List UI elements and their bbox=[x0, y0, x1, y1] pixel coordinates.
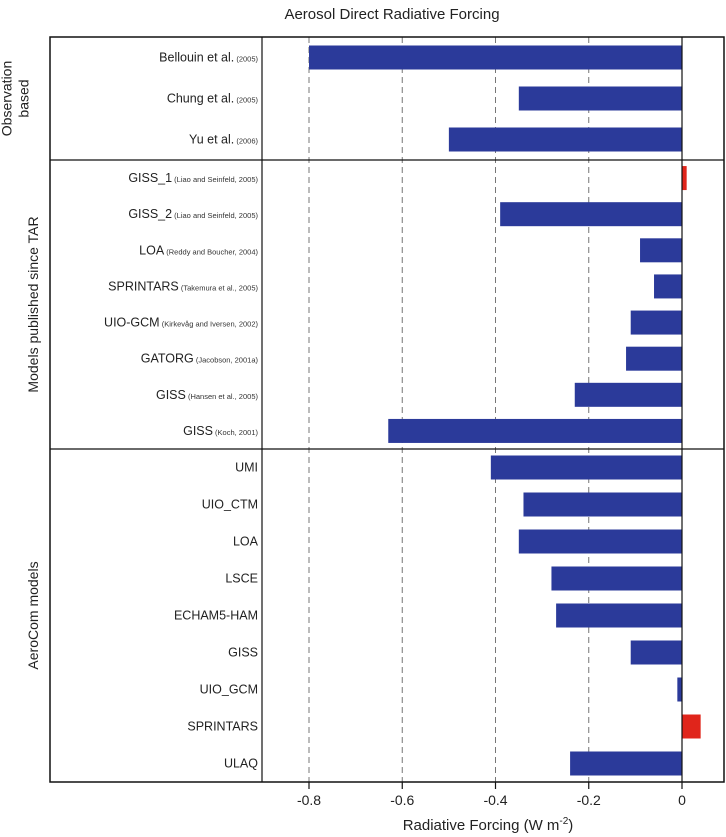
category-label-name: GISS bbox=[228, 646, 258, 660]
category-label: GISS_2 (Liao and Seinfeld, 2005) bbox=[128, 207, 258, 221]
x-axis-label: Radiative Forcing (W m-2) bbox=[403, 816, 574, 834]
category-label: Chung et al. (2005) bbox=[167, 92, 259, 106]
category-label: SPRINTARS bbox=[187, 720, 258, 734]
bar bbox=[309, 45, 682, 70]
bar bbox=[388, 418, 682, 443]
bar bbox=[556, 603, 682, 628]
category-label-name: UIO_CTM bbox=[202, 498, 258, 512]
x-tick-label: -0.4 bbox=[483, 792, 507, 808]
category-label-citation: (2005) bbox=[234, 55, 258, 64]
bar bbox=[630, 640, 682, 665]
category-label-name: GISS_2 bbox=[128, 207, 172, 221]
x-axis-label-main: Radiative Forcing (W m bbox=[403, 817, 560, 834]
category-label-name: LOA bbox=[139, 243, 165, 257]
bar bbox=[448, 127, 682, 152]
group-label: Observation bbox=[0, 61, 15, 136]
x-tick-label: -0.2 bbox=[577, 792, 601, 808]
x-tick-label: -0.8 bbox=[297, 792, 321, 808]
category-label-name: ULAQ bbox=[224, 757, 258, 771]
category-label: GISS (Hansen et al., 2005) bbox=[156, 388, 259, 402]
group-labels: Observation based Models published since T… bbox=[0, 61, 41, 670]
bar bbox=[490, 455, 682, 480]
category-label-name: ECHAM5-HAM bbox=[174, 609, 258, 623]
category-label-name: UMI bbox=[235, 461, 258, 475]
category-label-name: GISS_1 bbox=[128, 171, 172, 185]
category-label: LOA bbox=[233, 535, 259, 549]
category-label: UIO_CTM bbox=[202, 498, 258, 512]
category-label-citation: (Jacobson, 2001a) bbox=[194, 356, 259, 365]
bar bbox=[551, 566, 682, 591]
category-label-citation: (Liao and Seinfeld, 2005) bbox=[172, 175, 258, 184]
category-label: UIO_GCM bbox=[200, 683, 258, 697]
category-label-citation: (Reddy and Boucher, 2004) bbox=[164, 247, 258, 256]
category-label-citation: (Kirkevåg and Iversen, 2002) bbox=[160, 320, 259, 329]
bar bbox=[518, 86, 682, 111]
category-labels: Bellouin et al. (2005)Chung et al. (2005… bbox=[104, 51, 259, 771]
category-label-name: UIO_GCM bbox=[200, 683, 258, 697]
category-label-name: SPRINTARS bbox=[108, 279, 179, 293]
category-label: GISS bbox=[228, 646, 258, 660]
category-label-name: Bellouin et al. bbox=[159, 51, 234, 65]
category-label: LOA (Reddy and Boucher, 2004) bbox=[139, 243, 258, 257]
category-label-citation: (Liao and Seinfeld, 2005) bbox=[172, 211, 258, 220]
bar bbox=[500, 202, 682, 227]
category-label-name: GISS bbox=[156, 388, 186, 402]
x-tick-label: 0 bbox=[678, 792, 686, 808]
category-label-citation: (Takemura et al., 2005) bbox=[179, 283, 259, 292]
group-label: AeroCom models bbox=[25, 561, 41, 669]
category-label-citation: (Hansen et al., 2005) bbox=[186, 392, 259, 401]
grid-lines bbox=[308, 37, 590, 782]
category-label: SPRINTARS (Takemura et al., 2005) bbox=[108, 279, 258, 293]
category-label: ULAQ bbox=[224, 757, 258, 771]
bar bbox=[630, 310, 682, 335]
outer-frame bbox=[49, 36, 725, 783]
category-label-name: Chung et al. bbox=[167, 92, 234, 106]
bar bbox=[654, 274, 682, 299]
bar bbox=[682, 714, 701, 739]
bar bbox=[570, 751, 682, 776]
bar bbox=[677, 677, 682, 702]
bar bbox=[518, 529, 682, 554]
category-label-name: SPRINTARS bbox=[187, 720, 258, 734]
bar bbox=[640, 238, 682, 263]
category-label-name: LOA bbox=[233, 535, 259, 549]
x-axis-label-tail: ) bbox=[568, 817, 573, 834]
group-label: Models published since TAR bbox=[25, 216, 41, 392]
category-label: Bellouin et al. (2005) bbox=[159, 51, 258, 65]
x-axis-label-sup: -2 bbox=[559, 816, 568, 827]
category-label: Yu et al. (2006) bbox=[189, 133, 258, 147]
category-label: UIO-GCM (Kirkevåg and Iversen, 2002) bbox=[104, 316, 258, 330]
plot-frame bbox=[49, 36, 725, 783]
category-label-citation: (2005) bbox=[234, 96, 258, 105]
x-axis-ticks: -0.8 -0.6 -0.4 -0.2 0 bbox=[297, 782, 686, 808]
bar bbox=[682, 166, 687, 191]
chart-title: Aerosol Direct Radiative Forcing bbox=[284, 6, 499, 23]
category-label-name: Yu et al. bbox=[189, 133, 234, 147]
bars bbox=[309, 45, 701, 776]
category-label-name: GISS bbox=[183, 424, 213, 438]
bar bbox=[574, 382, 682, 407]
category-label-name: UIO-GCM bbox=[104, 316, 160, 330]
category-label-name: GATORG bbox=[141, 352, 194, 366]
category-label: ECHAM5-HAM bbox=[174, 609, 258, 623]
group-label: based bbox=[16, 79, 32, 117]
category-label: GISS_1 (Liao and Seinfeld, 2005) bbox=[128, 171, 258, 185]
x-tick-label: -0.6 bbox=[390, 792, 414, 808]
category-label-citation: (2006) bbox=[234, 137, 258, 146]
category-label-citation: (Koch, 2001) bbox=[213, 428, 259, 437]
category-label: LSCE bbox=[225, 572, 258, 586]
category-label: GISS (Koch, 2001) bbox=[183, 424, 258, 438]
bar bbox=[523, 492, 682, 517]
category-label: UMI bbox=[235, 461, 258, 475]
bar bbox=[626, 346, 682, 371]
category-label: GATORG (Jacobson, 2001a) bbox=[141, 352, 259, 366]
category-label-name: LSCE bbox=[225, 572, 258, 586]
